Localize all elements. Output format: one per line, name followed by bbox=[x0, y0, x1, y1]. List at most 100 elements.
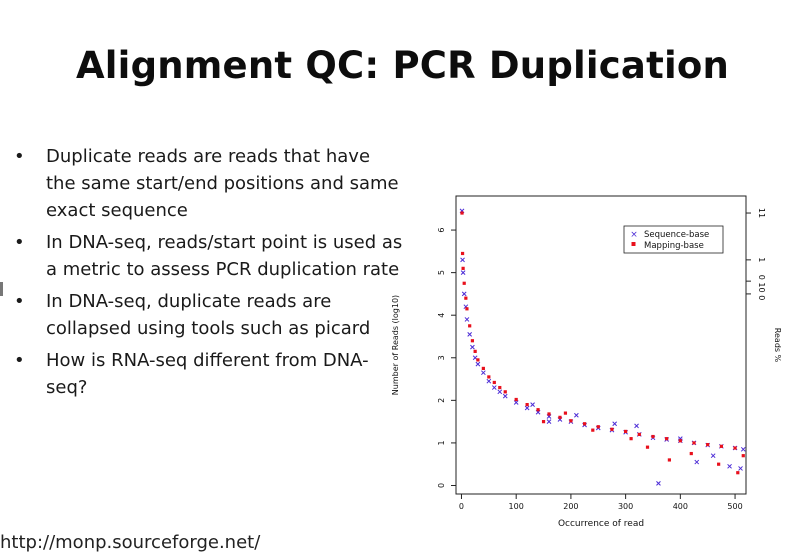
point-stroke bbox=[502, 393, 508, 399]
point-sequence-base bbox=[524, 405, 530, 411]
point-sequence-base bbox=[467, 332, 473, 337]
point-sequence-base bbox=[464, 317, 470, 322]
point-mapping-base bbox=[569, 419, 573, 423]
point-stroke bbox=[481, 370, 486, 376]
point-sequence-base bbox=[727, 463, 732, 469]
point-stroke bbox=[475, 361, 481, 367]
point-mapping-base bbox=[692, 441, 696, 445]
point-sequence-base bbox=[634, 423, 639, 429]
bullet-item: In DNA-seq, duplicate reads are collapse… bbox=[10, 288, 405, 342]
point-mapping-base bbox=[536, 408, 540, 412]
legend-box bbox=[623, 225, 724, 254]
y-axis: 0 1 2 3 4 5 6 bbox=[437, 228, 456, 488]
edge-mark bbox=[0, 282, 3, 296]
point-mapping-base bbox=[624, 429, 628, 434]
point-mapping-base bbox=[645, 445, 650, 449]
point-mapping-base bbox=[563, 411, 568, 415]
point-sequence-base bbox=[612, 421, 618, 427]
y-tick-label: 4 bbox=[437, 313, 446, 318]
slide-title: Alignment QC: PCR Duplication bbox=[75, 44, 730, 87]
point-mapping-base bbox=[503, 390, 507, 394]
point-mapping-base bbox=[461, 266, 465, 270]
y2-tick-label: 11 bbox=[757, 208, 766, 218]
point-mapping-base bbox=[462, 281, 466, 285]
point-sequence-base bbox=[460, 270, 466, 275]
point-stroke bbox=[497, 389, 503, 395]
point-mapping-base bbox=[717, 462, 721, 466]
point-sequence-base bbox=[694, 459, 700, 465]
x-axis: 0 100 200 300 400 500 bbox=[459, 494, 743, 511]
y-tick-label: 6 bbox=[437, 228, 446, 233]
point-mapping-base bbox=[558, 415, 562, 419]
point-mapping-base bbox=[464, 296, 468, 300]
point-mapping-base bbox=[719, 444, 723, 448]
x-axis-label: Occurrence of read bbox=[558, 519, 644, 529]
point-sequence-base bbox=[461, 291, 467, 297]
point-stroke bbox=[486, 378, 492, 384]
point-mapping-base bbox=[610, 427, 614, 431]
point-mapping-base bbox=[465, 307, 469, 311]
point-sequence-base bbox=[460, 257, 465, 263]
point-stroke bbox=[738, 466, 743, 471]
y2-axis-label: Reads % bbox=[773, 328, 782, 363]
point-stroke bbox=[694, 459, 700, 465]
point-sequence-base bbox=[470, 344, 475, 350]
point-mapping-base bbox=[460, 211, 464, 215]
bullet-item: How is RNA-seq different from DNA-seq? bbox=[10, 347, 405, 401]
legend: × Sequence-base Mapping-base bbox=[623, 225, 724, 254]
point-stroke bbox=[612, 421, 618, 427]
x-tick-label: 400 bbox=[673, 502, 688, 511]
bullet-list: Duplicate reads are reads that have the … bbox=[10, 143, 405, 406]
point-sequence-base bbox=[481, 370, 486, 376]
point-stroke bbox=[460, 257, 465, 263]
point-stroke bbox=[710, 453, 716, 459]
point-sequence-base bbox=[486, 378, 492, 384]
legend-label-mapping: Mapping-base bbox=[644, 241, 704, 251]
point-sequence-base bbox=[497, 389, 503, 395]
x-tick-label: 100 bbox=[509, 502, 524, 511]
point-stroke bbox=[524, 405, 530, 411]
point-mapping-base bbox=[629, 437, 633, 441]
point-mapping-base bbox=[473, 349, 477, 353]
point-mapping-base bbox=[470, 339, 475, 343]
y-tick-label: 3 bbox=[437, 355, 446, 360]
point-mapping-base bbox=[706, 443, 710, 447]
x-tick-label: 0 bbox=[459, 502, 464, 511]
point-mapping-base bbox=[541, 420, 546, 424]
y-tick-label: 0 bbox=[437, 483, 446, 488]
point-sequence-base bbox=[513, 400, 519, 405]
point-stroke bbox=[740, 446, 746, 452]
point-mapping-base bbox=[733, 446, 737, 450]
point-stroke bbox=[727, 463, 732, 469]
point-stroke bbox=[460, 270, 466, 275]
point-mapping-base bbox=[492, 380, 496, 385]
point-mapping-base bbox=[468, 324, 472, 328]
point-mapping-base bbox=[514, 397, 518, 402]
x-tick-label: 200 bbox=[563, 502, 578, 511]
y-axis-label: Number of Reads (log10) bbox=[391, 295, 400, 395]
point-mapping-base bbox=[678, 439, 682, 443]
point-mapping-base bbox=[498, 385, 502, 390]
point-stroke bbox=[546, 419, 552, 424]
point-sequence-base bbox=[738, 466, 743, 471]
point-sequence-base bbox=[710, 453, 716, 459]
legend-marker-sequence: × bbox=[630, 230, 638, 240]
y-tick-label: 2 bbox=[437, 398, 446, 403]
bullet-item: Duplicate reads are reads that have the … bbox=[10, 143, 405, 224]
point-sequence-base bbox=[530, 402, 535, 407]
point-mapping-base bbox=[651, 434, 655, 439]
y2-tick-label: 0 0 bbox=[757, 288, 766, 301]
y-tick-label: 1 bbox=[437, 440, 446, 445]
point-mapping-base bbox=[667, 458, 671, 462]
point-mapping-base bbox=[547, 412, 551, 416]
point-sequence-base bbox=[740, 446, 746, 452]
point-sequence-base bbox=[475, 361, 481, 367]
point-mapping-base bbox=[689, 451, 693, 456]
point-mapping-base bbox=[476, 358, 480, 362]
point-stroke bbox=[467, 332, 473, 337]
x-tick-label: 300 bbox=[618, 502, 633, 511]
point-stroke bbox=[463, 304, 469, 310]
bullet-item: In DNA-seq, reads/start point is used as… bbox=[10, 229, 405, 283]
